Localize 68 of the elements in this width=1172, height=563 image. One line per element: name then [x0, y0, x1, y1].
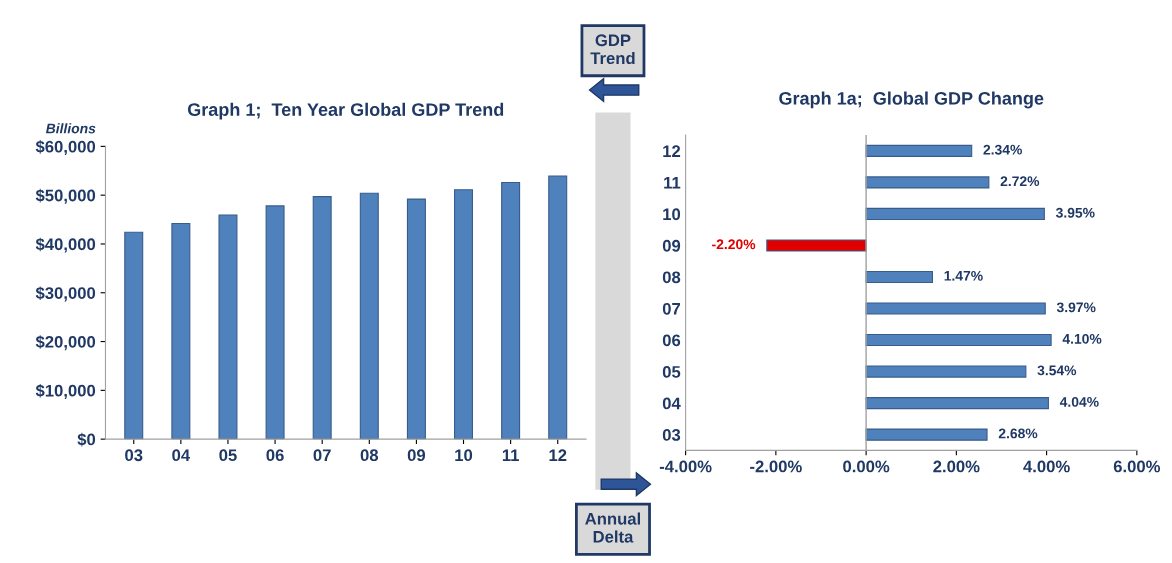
y-tick-label: $30,000: [35, 286, 96, 302]
y-tick-label: 09: [662, 239, 681, 252]
bar: [265, 205, 285, 440]
x-tick-label: 6.00%: [1113, 460, 1161, 473]
bar: [501, 181, 521, 440]
data-label: 4.04%: [1059, 397, 1099, 407]
bar: [171, 222, 191, 440]
data-label: -2.20%: [712, 239, 756, 250]
bar: [865, 207, 1045, 221]
x-tick-label: 05: [219, 449, 237, 462]
y-tick-label: 11: [664, 176, 681, 189]
y-tick-label: 06: [662, 334, 681, 347]
y-tick-label: 04: [662, 397, 681, 410]
text: Annual Delta: [585, 512, 641, 543]
y-tick-label: 08: [662, 271, 681, 284]
x-tick-label: 04: [172, 449, 191, 462]
x-tick-label: -2.00%: [750, 460, 802, 473]
bar: [865, 302, 1046, 315]
data-label: 1.47%: [944, 270, 983, 281]
y-axis-title: Billions: [45, 123, 96, 134]
bar: [454, 189, 474, 440]
y-tick-label: $0: [77, 432, 96, 447]
bar: [124, 231, 144, 440]
x-tick-label: 07: [313, 449, 331, 462]
bar: [218, 214, 238, 440]
x-tick-label: 03: [125, 449, 143, 462]
x-tick-label: 12: [549, 449, 567, 461]
bar: [865, 365, 1027, 378]
data-label: 2.68%: [998, 428, 1038, 439]
y-tick-label: 03: [662, 429, 681, 441]
bar: [312, 196, 332, 440]
bar: [406, 198, 426, 440]
x-tick-label: 11: [502, 449, 519, 461]
x-tick-label: 06: [266, 449, 284, 462]
y-tick-label: $60,000: [35, 140, 96, 155]
data-label: 3.54%: [1037, 365, 1077, 376]
y-tick-label: 07: [662, 302, 681, 315]
y-tick-label: 05: [662, 365, 681, 378]
data-label: 2.34%: [983, 144, 1022, 155]
bar: [548, 175, 568, 440]
x-tick-label: 0.00%: [843, 460, 890, 473]
chart-title: Graph 1a; Global GDP Change: [779, 91, 1044, 109]
data-label: 3.95%: [1055, 207, 1095, 218]
bar: [865, 176, 990, 189]
y-tick-label: 10: [663, 208, 681, 221]
x-tick-label: -4.00%: [659, 460, 712, 473]
x-tick-label: 2.00%: [933, 460, 980, 473]
bar: [865, 397, 1049, 410]
text: GDP Trend: [590, 34, 635, 65]
y-tick-label: $20,000: [35, 335, 96, 351]
x-tick-label: 08: [360, 449, 379, 462]
y-tick-label: 12: [663, 145, 681, 157]
bar: [865, 144, 973, 157]
bar: [359, 192, 379, 440]
data-label: 4.10%: [1062, 333, 1102, 344]
x-tick-label: 4.00%: [1023, 460, 1070, 473]
chart-title: Graph 1; Ten Year Global GDP Trend: [187, 102, 504, 120]
data-label: 3.97%: [1056, 302, 1096, 313]
bar: [865, 333, 1052, 347]
data-label: 2.72%: [1000, 176, 1040, 187]
x-tick-label: 09: [407, 449, 426, 462]
y-tick-label: $50,000: [35, 188, 96, 204]
bar: [865, 270, 933, 284]
y-tick-label: $10,000: [35, 384, 96, 399]
y-tick-label: $40,000: [35, 237, 96, 253]
bar: [766, 239, 867, 252]
x-tick-label: 10: [455, 449, 473, 462]
bar: [865, 428, 988, 441]
